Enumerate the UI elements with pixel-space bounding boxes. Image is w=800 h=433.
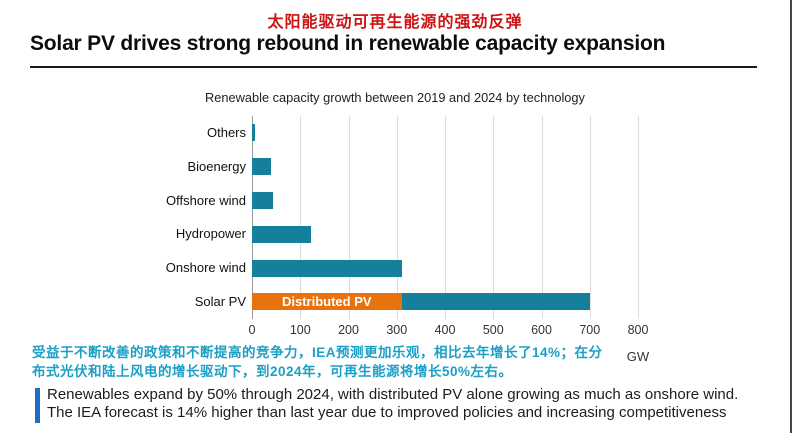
- summary-note-line2: The IEA forecast is 14% higher than last…: [47, 404, 727, 421]
- x-tick-label: 600: [531, 323, 552, 337]
- title-divider: [30, 66, 757, 68]
- chinese-caption-line2: 布式光伏和陆上风电的增长驱动下，到2024年，可再生能源将增长50%左右。: [32, 364, 513, 379]
- x-tick-label: 0: [248, 323, 256, 337]
- category-label: Solar PV: [194, 294, 246, 309]
- x-tick-label: 400: [434, 323, 456, 337]
- category-label: Onshore wind: [165, 260, 246, 276]
- bar-segment: [252, 158, 272, 176]
- bar-segment: Distributed PV: [252, 293, 402, 311]
- window-right-edge: [790, 0, 792, 433]
- x-tick-label: 500: [482, 323, 504, 337]
- x-tick-label: 800: [627, 323, 649, 337]
- x-tick-label: 300: [386, 323, 408, 337]
- x-tick-label: 200: [338, 323, 359, 337]
- gridline: [493, 116, 495, 319]
- chart-x-axis: 0 100 200 300 400 500 600 700 800 GW: [248, 323, 660, 373]
- gridline: [638, 116, 639, 319]
- gridline: [589, 116, 591, 319]
- summary-note-line1: Renewables expand by 50% through 2024, w…: [47, 386, 739, 403]
- bar-segment: [401, 293, 590, 311]
- bar-segment: [252, 259, 402, 277]
- gridline: [445, 116, 446, 319]
- summary-note-text: Renewables expand by 50% through 2024, w…: [47, 386, 775, 422]
- bar-segment: [252, 124, 255, 142]
- gridline: [300, 116, 302, 319]
- category-label: Others: [206, 125, 246, 140]
- bar-segment: [252, 225, 311, 243]
- page-title: Solar PV drives strong rebound in renewa…: [30, 32, 666, 55]
- bar-segment: [252, 192, 273, 209]
- category-label: Offshore wind: [166, 192, 246, 208]
- note-accent-bar: [35, 388, 40, 423]
- gridline: [396, 116, 398, 319]
- chinese-caption-line1: 受益于不断改善的政策和不断提高的竞争力，IEA预测更加乐观，相比去年增长了14%…: [32, 345, 603, 360]
- category-label: Hydropower: [175, 226, 246, 242]
- chinese-caption: 受益于不断改善的政策和不断提高的竞争力，IEA预测更加乐观，相比去年增长了14%…: [32, 343, 672, 381]
- chart-plot: Distributed PV: [252, 116, 660, 319]
- x-tick-label: 100: [289, 323, 311, 337]
- bar-chart: Others Bioenergy Offshore wind Hydropower On…: [0, 116, 800, 376]
- category-label: Bioenergy: [187, 158, 246, 174]
- chart-category-labels: Others Bioenergy Offshore wind Hydropower On…: [0, 116, 246, 319]
- bar-segment-label: Distributed PV: [281, 294, 372, 310]
- gridline: [541, 116, 543, 319]
- x-tick-label: 700: [579, 323, 601, 337]
- x-axis-unit-label: GW: [626, 349, 650, 364]
- y-axis-line: [252, 116, 253, 319]
- gridline: [348, 116, 350, 319]
- chart-title: Renewable capacity growth between 2019 a…: [205, 90, 585, 105]
- chinese-title: 太阳能驱动可再生能源的强劲反弹: [267, 14, 523, 31]
